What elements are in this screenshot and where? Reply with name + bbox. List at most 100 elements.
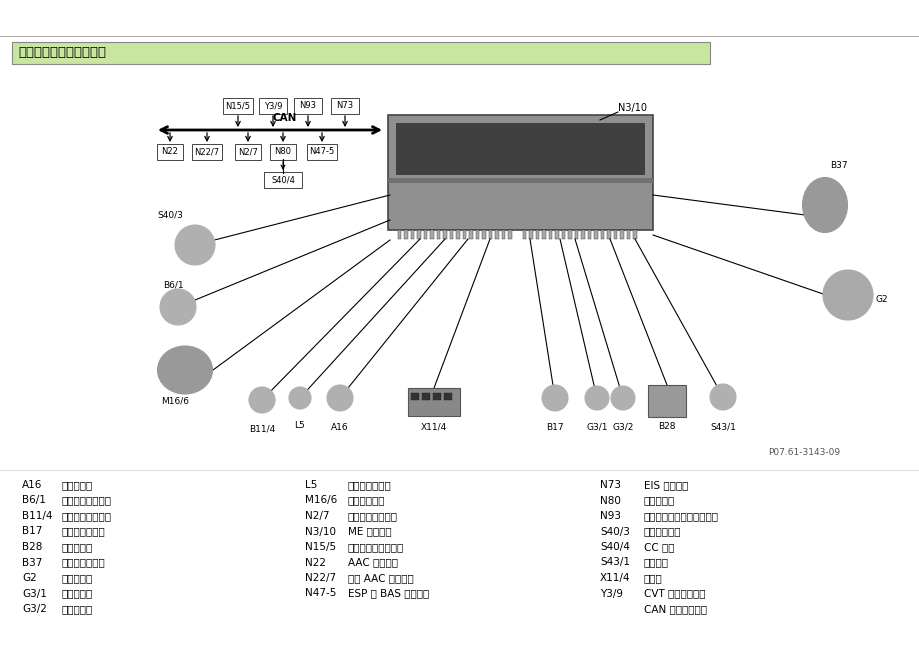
Bar <box>522 230 526 239</box>
Text: N22/7: N22/7 <box>194 148 220 156</box>
Bar <box>437 230 440 239</box>
Ellipse shape <box>823 270 872 320</box>
Text: X11/4: X11/4 <box>599 573 630 583</box>
Text: 爆震传感器: 爆震传感器 <box>62 480 93 490</box>
Text: G3/1: G3/1 <box>22 589 47 598</box>
Text: B37: B37 <box>22 557 42 568</box>
Text: 冷却液温度传感器: 冷却液温度传感器 <box>62 511 112 521</box>
FancyBboxPatch shape <box>388 115 652 230</box>
Bar <box>502 230 505 239</box>
FancyBboxPatch shape <box>234 144 261 160</box>
Text: 凸轮轴位置传感器: 凸轮轴位置传感器 <box>62 495 112 505</box>
Text: N15/5: N15/5 <box>305 542 335 552</box>
FancyBboxPatch shape <box>223 98 253 114</box>
FancyBboxPatch shape <box>157 144 183 160</box>
Text: N15/5: N15/5 <box>225 102 250 111</box>
Bar <box>607 230 610 239</box>
Text: N22/7: N22/7 <box>305 573 335 583</box>
Text: 发动机控制单元输入信号: 发动机控制单元输入信号 <box>18 46 106 59</box>
Text: 压力传感器: 压力传感器 <box>62 542 93 552</box>
Circle shape <box>326 385 353 411</box>
FancyBboxPatch shape <box>264 172 301 188</box>
Bar <box>549 230 552 239</box>
Bar <box>627 230 630 239</box>
Text: N3/10: N3/10 <box>618 103 646 113</box>
Circle shape <box>584 386 608 410</box>
Text: N73: N73 <box>336 102 353 111</box>
Bar <box>424 230 427 239</box>
FancyBboxPatch shape <box>259 98 287 114</box>
Text: G3/2: G3/2 <box>612 422 633 431</box>
Text: 舒适 AAC 控制模块: 舒适 AAC 控制模块 <box>347 573 414 583</box>
Text: N93: N93 <box>599 511 620 521</box>
Bar <box>462 230 466 239</box>
Text: B6/1: B6/1 <box>22 495 46 505</box>
Bar <box>536 230 539 239</box>
Text: S43/1: S43/1 <box>599 557 630 568</box>
Bar <box>404 230 407 239</box>
Text: 曲轴位置传感器: 曲轴位置传感器 <box>347 480 391 490</box>
Text: A16: A16 <box>331 423 348 432</box>
Text: X11/4: X11/4 <box>420 423 447 432</box>
Text: N47-5: N47-5 <box>309 148 335 156</box>
Circle shape <box>541 385 567 411</box>
Bar <box>594 230 597 239</box>
Bar <box>619 230 623 239</box>
Text: EIS 控制单元: EIS 控制单元 <box>643 480 687 490</box>
Text: CVT 电子控制模块: CVT 电子控制模块 <box>643 589 705 598</box>
Bar <box>633 230 636 239</box>
Bar <box>449 230 453 239</box>
Text: N3/10: N3/10 <box>305 527 335 536</box>
FancyBboxPatch shape <box>12 42 709 64</box>
Text: 后氧传感器: 后氧传感器 <box>62 589 93 598</box>
Text: B6/1: B6/1 <box>163 280 183 289</box>
Text: N2/7: N2/7 <box>305 511 329 521</box>
Text: B11/4: B11/4 <box>249 425 275 434</box>
Bar <box>407 388 460 416</box>
Text: N80: N80 <box>599 495 620 505</box>
Text: S40/4: S40/4 <box>599 542 630 552</box>
Bar <box>600 230 604 239</box>
Bar <box>443 230 447 239</box>
Bar <box>489 230 492 239</box>
Bar <box>475 230 479 239</box>
Bar <box>562 230 565 239</box>
Text: M16/6: M16/6 <box>161 397 188 406</box>
FancyBboxPatch shape <box>192 144 221 160</box>
Bar <box>417 230 421 239</box>
FancyBboxPatch shape <box>269 144 296 160</box>
Text: S43/1: S43/1 <box>709 422 735 431</box>
Text: N22: N22 <box>162 148 178 156</box>
Bar <box>542 230 545 239</box>
Circle shape <box>709 384 735 410</box>
Text: P07.61-3143-09: P07.61-3143-09 <box>767 448 839 457</box>
Text: 离合踏板开关: 离合踏板开关 <box>643 527 681 536</box>
Ellipse shape <box>157 346 212 394</box>
FancyBboxPatch shape <box>307 144 336 160</box>
Text: N2/7: N2/7 <box>238 148 257 156</box>
Bar <box>430 230 434 239</box>
Text: 油压开关: 油压开关 <box>643 557 668 568</box>
Text: ESP 和 BAS 控制单元: ESP 和 BAS 控制单元 <box>347 589 429 598</box>
FancyBboxPatch shape <box>395 123 644 174</box>
Circle shape <box>160 289 196 325</box>
Bar <box>411 393 418 400</box>
Text: CAN 局域网络控制: CAN 局域网络控制 <box>643 604 706 614</box>
Text: G2: G2 <box>22 573 37 583</box>
Text: 交流发电机: 交流发电机 <box>62 573 93 583</box>
Text: 电子选择杆控制模块: 电子选择杆控制模块 <box>347 542 403 552</box>
Text: Y3/9: Y3/9 <box>599 589 622 598</box>
Bar <box>508 230 512 239</box>
Bar <box>388 178 652 183</box>
Text: S40/4: S40/4 <box>271 176 295 184</box>
Text: AAC 控制模块: AAC 控制模块 <box>347 557 398 568</box>
Text: A16: A16 <box>22 480 42 490</box>
Text: Y3/9: Y3/9 <box>264 102 282 111</box>
Text: 前氧传感器: 前氧传感器 <box>62 604 93 614</box>
Bar <box>482 230 485 239</box>
Text: N47-5: N47-5 <box>305 589 336 598</box>
Text: B17: B17 <box>546 423 563 432</box>
Text: 中央控制模块（中央网关）: 中央控制模块（中央网关） <box>643 511 719 521</box>
Text: N22: N22 <box>305 557 325 568</box>
Text: G3/2: G3/2 <box>22 604 47 614</box>
